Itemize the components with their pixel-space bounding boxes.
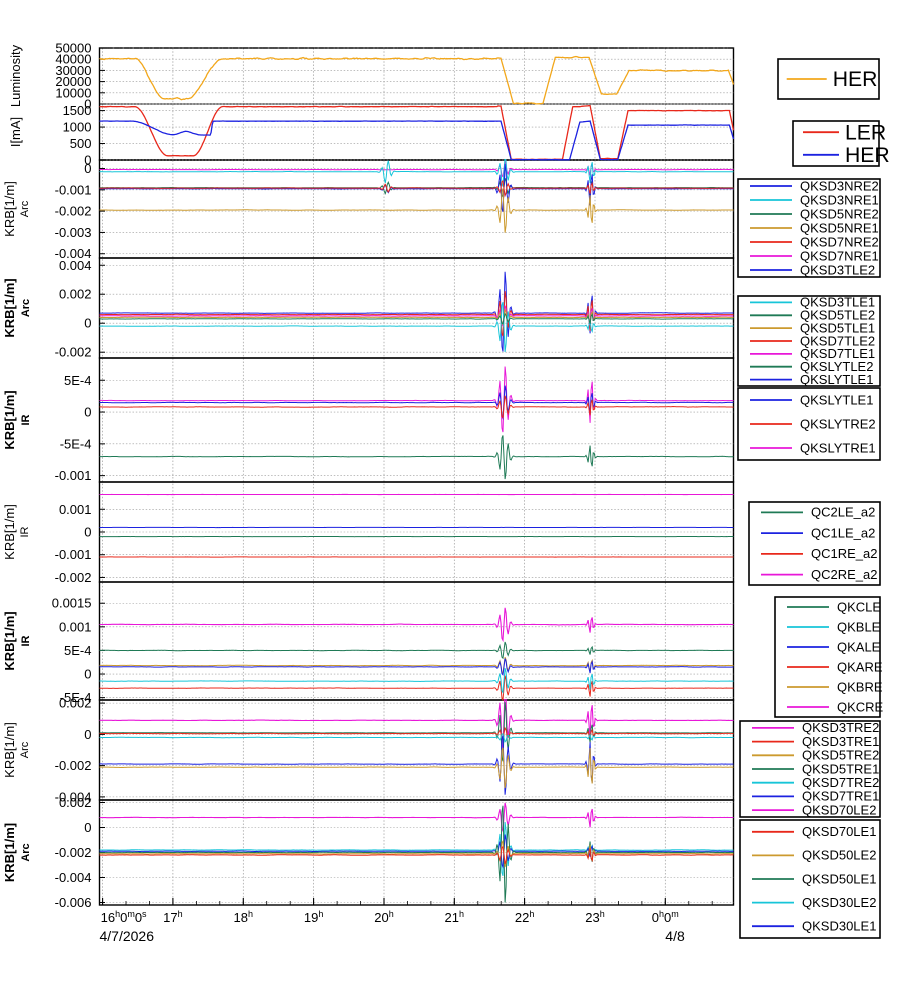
svg-text:QKSD50LE2: QKSD50LE2	[802, 848, 876, 863]
svg-text:QKCRE: QKCRE	[837, 699, 884, 714]
svg-text:0.0015: 0.0015	[52, 596, 92, 611]
svg-text:0: 0	[84, 161, 91, 176]
svg-text:-0.002: -0.002	[55, 570, 92, 585]
svg-text:QKSD7NRE1: QKSD7NRE1	[800, 248, 879, 263]
svg-text:I[mA]: I[mA]	[8, 117, 23, 147]
svg-text:-0.002: -0.002	[55, 845, 92, 860]
svg-text:0.002: 0.002	[59, 795, 92, 810]
svg-text:0.001: 0.001	[59, 502, 92, 517]
svg-text:QKSD7NRE2: QKSD7NRE2	[800, 234, 879, 249]
svg-text:LER: LER	[845, 121, 886, 144]
svg-text:0: 0	[84, 525, 91, 540]
svg-text:QKSLYTLE1: QKSLYTLE1	[800, 392, 873, 407]
svg-text:Arc: Arc	[19, 200, 31, 217]
svg-text:HER: HER	[833, 68, 878, 91]
svg-text:0.004: 0.004	[59, 258, 92, 273]
svg-text:IR: IR	[20, 414, 32, 425]
svg-text:0.002: 0.002	[59, 696, 92, 711]
svg-text:QKBRE: QKBRE	[837, 679, 883, 694]
svg-text:4/8: 4/8	[665, 928, 685, 944]
svg-text:HER: HER	[845, 144, 890, 167]
svg-text:QKALE: QKALE	[837, 639, 881, 654]
svg-text:QKSLYTRE1: QKSLYTRE1	[800, 440, 876, 455]
svg-text:5E-4: 5E-4	[64, 373, 91, 388]
svg-text:KRB[1/m]: KRB[1/m]	[2, 390, 17, 449]
svg-text:0: 0	[84, 727, 91, 742]
svg-text:Arc: Arc	[19, 741, 31, 758]
svg-text:QKSD50LE1: QKSD50LE1	[802, 871, 876, 886]
svg-text:KRB[1/m]: KRB[1/m]	[2, 823, 17, 882]
svg-text:5E-4: 5E-4	[64, 643, 91, 658]
svg-text:IR: IR	[19, 526, 31, 537]
svg-text:-0.002: -0.002	[55, 758, 92, 773]
svg-text:-0.001: -0.001	[55, 547, 92, 562]
svg-text:QKSD70LE1: QKSD70LE1	[802, 824, 876, 839]
svg-text:IR: IR	[20, 635, 32, 646]
svg-text:0.001: 0.001	[59, 619, 92, 634]
svg-text:QC1RE_a2: QC1RE_a2	[811, 546, 877, 561]
svg-text:-0.006: -0.006	[55, 895, 92, 910]
svg-text:KRB[1/m]: KRB[1/m]	[2, 611, 17, 670]
svg-text:500: 500	[70, 136, 92, 151]
svg-text:KRB[1/m]: KRB[1/m]	[2, 722, 17, 778]
svg-text:-0.001: -0.001	[55, 182, 92, 197]
svg-text:Arc: Arc	[20, 299, 32, 317]
svg-text:QKSD5NRE2: QKSD5NRE2	[800, 206, 879, 221]
svg-text:0: 0	[84, 820, 91, 835]
svg-text:KRB[1/m]: KRB[1/m]	[2, 278, 17, 337]
svg-text:-5E-4: -5E-4	[60, 436, 92, 451]
svg-text:0.002: 0.002	[59, 287, 92, 302]
svg-text:-0.001: -0.001	[55, 468, 92, 483]
svg-text:KRB[1/m]: KRB[1/m]	[2, 504, 17, 560]
svg-text:QC1LE_a2: QC1LE_a2	[811, 525, 875, 540]
svg-text:QKSD30LE2: QKSD30LE2	[802, 895, 876, 910]
svg-text:50000: 50000	[55, 41, 91, 56]
svg-text:0: 0	[84, 667, 91, 682]
svg-text:-0.004: -0.004	[55, 870, 92, 885]
svg-text:QKSD30LE1: QKSD30LE1	[802, 919, 876, 934]
svg-text:1500: 1500	[63, 103, 92, 118]
svg-text:-0.003: -0.003	[55, 225, 92, 240]
svg-text:Luminosity: Luminosity	[8, 44, 23, 107]
svg-text:QKSD3NRE2: QKSD3NRE2	[800, 178, 879, 193]
svg-text:QKSLYTRE2: QKSLYTRE2	[800, 416, 876, 431]
svg-text:QKSD70LE2: QKSD70LE2	[802, 802, 876, 817]
svg-text:QC2LE_a2: QC2LE_a2	[811, 505, 875, 520]
svg-text:QKSD3NRE1: QKSD3NRE1	[800, 192, 879, 207]
svg-text:QKSD3TRE2: QKSD3TRE2	[802, 720, 879, 735]
svg-text:QKSD5NRE1: QKSD5NRE1	[800, 220, 879, 235]
svg-text:QKARE: QKARE	[837, 659, 883, 674]
svg-text:-0.002: -0.002	[55, 345, 92, 360]
svg-text:QKBLE: QKBLE	[837, 619, 881, 634]
svg-text:QKCLE: QKCLE	[837, 599, 881, 614]
svg-text:QC2RE_a2: QC2RE_a2	[811, 567, 877, 582]
svg-text:KRB[1/m]: KRB[1/m]	[2, 181, 17, 237]
svg-text:16h0m0s: 16h0m0s	[101, 909, 147, 925]
svg-text:0: 0	[84, 316, 91, 331]
svg-text:QKSLYTLE1: QKSLYTLE1	[800, 372, 873, 387]
svg-text:QKSD3TLE2: QKSD3TLE2	[800, 262, 875, 277]
svg-text:Arc: Arc	[20, 843, 32, 861]
svg-text:1000: 1000	[63, 120, 92, 135]
svg-text:-0.002: -0.002	[55, 204, 92, 219]
svg-text:0: 0	[84, 405, 91, 420]
svg-text:4/7/2026: 4/7/2026	[100, 928, 155, 944]
